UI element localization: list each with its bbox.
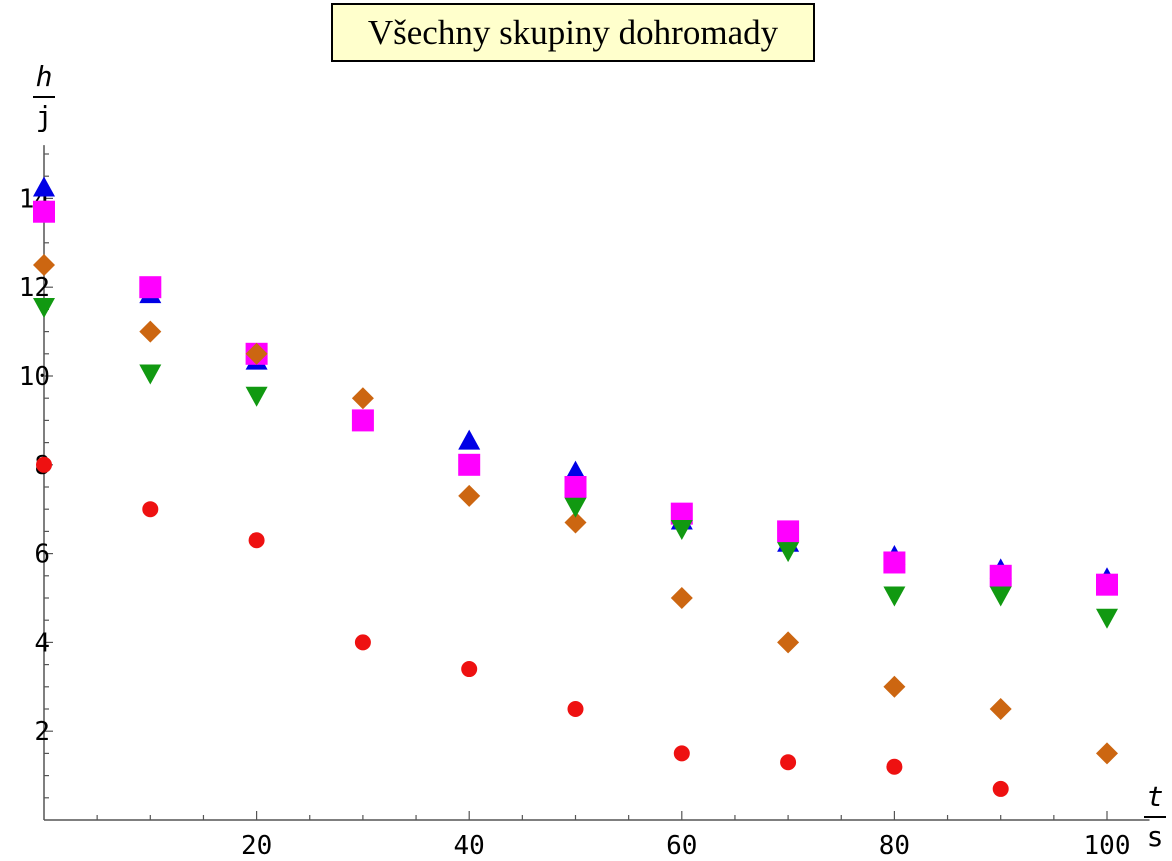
diamond-point	[989, 698, 1012, 720]
square-point	[989, 564, 1012, 587]
circle-point	[461, 661, 478, 678]
triangle-down-point	[883, 586, 906, 607]
triangle-down-point	[33, 297, 55, 318]
x-tick-label: 60	[666, 831, 697, 861]
square-point	[564, 476, 587, 498]
diamond-point	[351, 387, 374, 410]
circle-point	[780, 754, 797, 771]
x-axis-label-numerator: t	[1146, 780, 1164, 813]
y-tick-label: 10	[19, 362, 50, 392]
diamond-point	[564, 511, 587, 534]
diamond-point	[777, 631, 800, 654]
circle-point	[142, 501, 159, 518]
triangle-down-point	[777, 542, 800, 563]
circle-point	[886, 758, 903, 775]
circle-point	[354, 634, 371, 651]
x-tick-label: 80	[879, 831, 910, 861]
triangle-down-point	[1096, 608, 1118, 629]
triangle-up-point	[33, 176, 55, 197]
y-axis-label-numerator: h	[35, 60, 53, 93]
diamond-point	[670, 587, 693, 609]
square-point	[139, 276, 162, 299]
square-point	[351, 409, 374, 432]
x-tick-label: 20	[241, 831, 272, 861]
y-tick-label: 4	[34, 628, 50, 658]
circle-point	[36, 456, 52, 473]
x-tick-label: 100	[1084, 831, 1131, 861]
diamond-point	[245, 342, 268, 365]
y-tick-label: 2	[34, 717, 50, 747]
diamond-point	[883, 675, 906, 698]
ticks: 204060801002468101214	[19, 153, 1131, 861]
square-point	[670, 502, 693, 525]
square-point	[33, 200, 55, 223]
triangle-down-point	[245, 386, 268, 407]
axes	[43, 145, 1150, 821]
x-tick-label: 40	[454, 831, 485, 861]
triangle-down-point	[989, 586, 1012, 607]
triangle-up-point	[458, 429, 481, 450]
diamond-point	[458, 484, 481, 507]
square-point	[777, 520, 800, 543]
triangle-down-point	[139, 364, 162, 385]
y-axis-label: h j	[26, 60, 62, 134]
diamond-point	[1096, 742, 1118, 765]
data-marks	[33, 176, 1118, 797]
circle-point	[567, 701, 584, 717]
diamond-point	[139, 320, 162, 343]
chart-title: Všechny skupiny dohromady	[331, 3, 815, 62]
y-tick-label: 6	[34, 540, 50, 570]
square-point	[1096, 573, 1118, 596]
square-point	[883, 551, 906, 574]
x-axis-label-fraction-bar	[1144, 816, 1166, 818]
circle-point	[992, 780, 1009, 797]
x-axis-label: t s	[1138, 780, 1172, 854]
triangle-down-point	[564, 497, 587, 518]
y-axis-label-fraction-bar	[33, 96, 55, 98]
circle-point	[673, 745, 690, 762]
triangle-up-point	[564, 460, 587, 481]
y-axis-label-denominator: j	[35, 100, 53, 133]
circle-point	[248, 532, 265, 549]
triangle-down-point	[670, 519, 693, 540]
square-point	[458, 453, 481, 476]
x-axis-label-denominator: s	[1146, 820, 1164, 853]
diamond-point	[33, 254, 55, 276]
